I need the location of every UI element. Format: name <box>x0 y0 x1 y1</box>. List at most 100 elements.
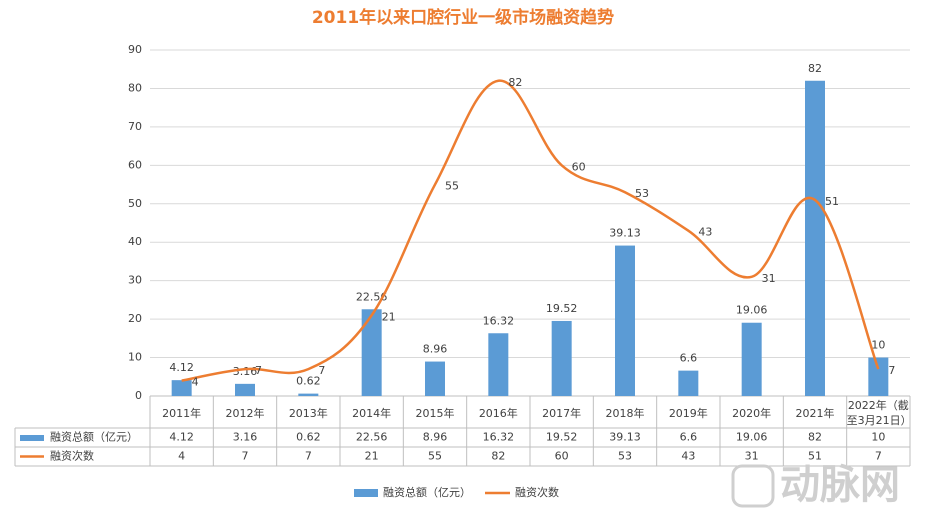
legend-swatch <box>20 435 44 441</box>
chart-title: 2011年以来口腔行业一级市场融资趋势 <box>312 7 614 28</box>
table-cell: 55 <box>428 450 442 463</box>
bar-value-label: 82 <box>808 62 822 75</box>
x-tick-label: 2021年 <box>795 406 835 420</box>
x-tick-label: 2015年 <box>415 406 455 420</box>
x-tick-label-box: 2013年 <box>289 407 328 420</box>
watermark: 动脉网 <box>780 462 900 508</box>
y-tick-label: 90 <box>128 43 142 56</box>
table-cell: 53 <box>618 450 632 463</box>
table-cell: 6.6 <box>680 431 698 444</box>
bar <box>678 370 699 396</box>
x-tick-label-box: 2021年 <box>795 406 835 420</box>
x-tick-label-box: 2019年 <box>668 406 708 420</box>
table-cell: 7 <box>305 450 312 463</box>
line-value-label: 7 <box>888 364 895 377</box>
y-tick-label: 40 <box>128 235 142 248</box>
x-tick-label: 2018年 <box>605 406 645 420</box>
watermark-icon <box>731 464 775 508</box>
y-tick-label: 20 <box>128 312 142 325</box>
table-cell: 0.62 <box>296 431 321 444</box>
y-tick-label: 50 <box>128 197 142 210</box>
x-tick-label: 2012年 <box>225 406 265 420</box>
line-value-label: 7 <box>255 364 262 377</box>
x-tick-label-box: 2017年 <box>542 406 582 420</box>
table-cell: 60 <box>555 450 569 463</box>
x-tick-label-box: 2015年 <box>415 406 455 420</box>
table-cell: 39.13 <box>609 431 641 444</box>
bar <box>805 80 825 396</box>
bar <box>615 245 635 396</box>
table-cell: 31 <box>745 450 759 463</box>
table-cell: 16.32 <box>483 431 515 444</box>
bar <box>235 383 255 396</box>
line-value-label: 43 <box>698 226 712 239</box>
line <box>181 79 880 382</box>
bar-value-label: 10 <box>871 339 885 352</box>
x-tick-label: 2016年 <box>478 406 518 420</box>
table-row-header: 融资次数 <box>50 449 94 463</box>
x-tick-label: 2017年 <box>542 406 582 420</box>
table-cell: 4.12 <box>169 431 194 444</box>
legend-label: 融资总额（亿元） <box>383 485 471 499</box>
y-tick-label: 30 <box>128 274 142 287</box>
table-cell: 19.52 <box>546 431 578 444</box>
bar-value-label: 4.12 <box>169 361 194 374</box>
table-cell: 7 <box>875 450 882 463</box>
table-cell: 21 <box>365 450 379 463</box>
line-value-label: 31 <box>762 272 776 285</box>
table-cell: 22.56 <box>356 431 388 444</box>
x-tick-label: 2019年 <box>668 406 708 420</box>
bar <box>551 320 572 396</box>
bar <box>488 333 509 396</box>
table-cell: 4 <box>178 450 185 463</box>
legend-swatch <box>354 489 378 497</box>
table-cell: 43 <box>681 450 695 463</box>
x-tick-label-box: 2012年 <box>225 406 265 420</box>
bar-value-label: 19.52 <box>546 302 578 315</box>
bar-value-label: 0.62 <box>296 375 321 388</box>
x-tick-label-box: 2011年 <box>162 406 202 420</box>
y-tick-label: 10 <box>128 351 142 364</box>
bar <box>361 309 382 396</box>
line-value-label: 55 <box>445 180 459 193</box>
y-tick-label: 80 <box>128 81 142 94</box>
x-tick-label-box: 2022年（截至3月21日） <box>846 399 910 427</box>
table-cell: 82 <box>808 431 822 444</box>
table-row-header: 融资总额（亿元） <box>50 430 138 444</box>
bar <box>425 361 445 396</box>
table-cell: 82 <box>491 450 505 463</box>
line-value-label: 53 <box>635 187 649 200</box>
line-value-label: 51 <box>825 195 839 208</box>
table-cell: 19.06 <box>736 431 768 444</box>
x-tick-label: 2022年（截至3月21日） <box>846 399 910 427</box>
line-value-label: 82 <box>508 76 522 89</box>
y-tick-label: 0 <box>135 389 142 402</box>
bar-value-label: 22.56 <box>356 290 388 303</box>
bar <box>171 380 192 396</box>
bar-value-label: 6.6 <box>680 352 698 365</box>
bar-value-label: 16.32 <box>483 314 515 327</box>
x-tick-label: 2014年 <box>352 406 392 420</box>
line-value-label: 21 <box>382 310 396 323</box>
x-tick-label-box: 2020年 <box>732 406 772 420</box>
x-tick-label: 2020年 <box>732 406 772 420</box>
bar <box>741 322 762 396</box>
table-cell: 8.96 <box>423 431 448 444</box>
bar-value-label: 8.96 <box>423 343 448 356</box>
y-tick-label: 60 <box>128 158 142 171</box>
y-tick-label: 70 <box>128 120 142 133</box>
line-value-label: 60 <box>572 160 586 173</box>
table-cell: 10 <box>871 431 885 444</box>
x-tick-label-box: 2018年 <box>605 406 645 420</box>
legend-label: 融资次数 <box>515 485 559 499</box>
line-value-label: 7 <box>318 364 325 377</box>
line-value-label: 4 <box>192 376 199 389</box>
table-cell: 3.16 <box>233 431 258 444</box>
table-cell: 7 <box>242 450 249 463</box>
x-tick-label-box: 2016年 <box>478 406 518 420</box>
x-tick-label: 2011年 <box>162 406 202 420</box>
bar-value-label: 39.13 <box>609 227 641 240</box>
bar <box>298 393 319 396</box>
bar <box>868 357 889 396</box>
